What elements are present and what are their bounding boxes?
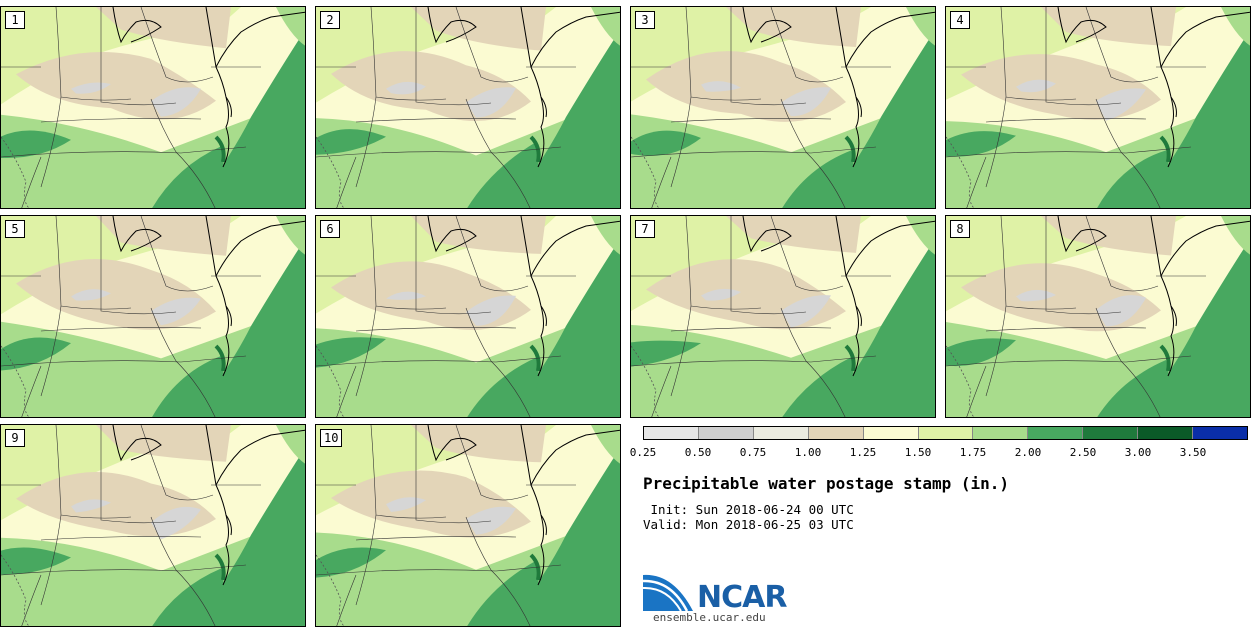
map-panel-7: 7	[630, 215, 936, 418]
colorbar-segment	[644, 427, 699, 439]
member-number: 1	[5, 11, 25, 29]
colorbar-tick-label: 2.00	[1014, 446, 1042, 459]
colorbar	[643, 426, 1248, 440]
map-panel-8: 8	[945, 215, 1251, 418]
member-number: 7	[635, 220, 655, 238]
precipitable-water-field	[316, 7, 620, 208]
colorbar-tick-label: 1.00	[794, 446, 822, 459]
colorbar-segment	[1193, 427, 1247, 439]
map-panel-10: 10	[315, 424, 621, 627]
precipitable-water-field	[1, 425, 305, 626]
member-number: 5	[5, 220, 25, 238]
precipitable-water-field	[316, 425, 620, 626]
colorbar-segment	[808, 427, 864, 439]
precipitable-water-field	[946, 216, 1250, 417]
colorbar-tick-label: 1.50	[904, 446, 932, 459]
colorbar-segment	[918, 427, 974, 439]
colorbar-segment	[1138, 427, 1194, 439]
init-time: Init: Sun 2018-06-24 00 UTC	[643, 502, 854, 517]
colorbar-ticks: 0.25 0.50 0.75 1.00 1.25 1.50 1.75 2.00 2.50 3.00…	[630, 446, 1248, 460]
colorbar-tick-label: 2.50	[1069, 446, 1097, 459]
colorbar-tick-label: 0.25	[629, 446, 657, 459]
map-panel-4: 4	[945, 6, 1251, 209]
valid-time: Valid: Mon 2018-06-25 03 UTC	[643, 517, 854, 532]
member-number: 6	[320, 220, 340, 238]
map-panel-9: 9	[0, 424, 306, 627]
map-panel-2: 2	[315, 6, 621, 209]
member-number: 2	[320, 11, 340, 29]
colorbar-tick-label: 0.75	[739, 446, 767, 459]
chart-title: Precipitable water postage stamp (in.)	[643, 474, 1010, 493]
precipitable-water-field	[1, 216, 305, 417]
member-number: 3	[635, 11, 655, 29]
precipitable-water-field	[631, 7, 935, 208]
member-number: 10	[320, 429, 343, 447]
site-url: ensemble.ucar.edu	[653, 611, 766, 624]
precipitable-water-field	[631, 216, 935, 417]
member-number: 8	[950, 220, 970, 238]
precipitable-water-field	[1, 7, 305, 208]
colorbar-segment	[973, 427, 1029, 439]
colorbar-tick-label: 0.50	[684, 446, 712, 459]
precipitable-water-field	[946, 7, 1250, 208]
member-number: 4	[950, 11, 970, 29]
map-panel-5: 5	[0, 215, 306, 418]
precipitable-water-field	[316, 216, 620, 417]
colorbar-tick-label: 3.50	[1179, 446, 1207, 459]
colorbar-segment	[698, 427, 754, 439]
map-panel-1: 1	[0, 6, 306, 209]
map-panel-3: 3	[630, 6, 936, 209]
map-panel-6: 6	[315, 215, 621, 418]
colorbar-segment	[863, 427, 919, 439]
colorbar-segment	[1028, 427, 1084, 439]
colorbar-tick-label: 1.75	[959, 446, 987, 459]
colorbar-tick-label: 3.00	[1124, 446, 1152, 459]
ncar-logo-icon	[643, 574, 693, 612]
member-number: 9	[5, 429, 25, 447]
colorbar-tick-label: 1.25	[849, 446, 877, 459]
logo-name: NCAR	[697, 580, 787, 615]
colorbar-segment	[1083, 427, 1139, 439]
colorbar-segment	[753, 427, 809, 439]
